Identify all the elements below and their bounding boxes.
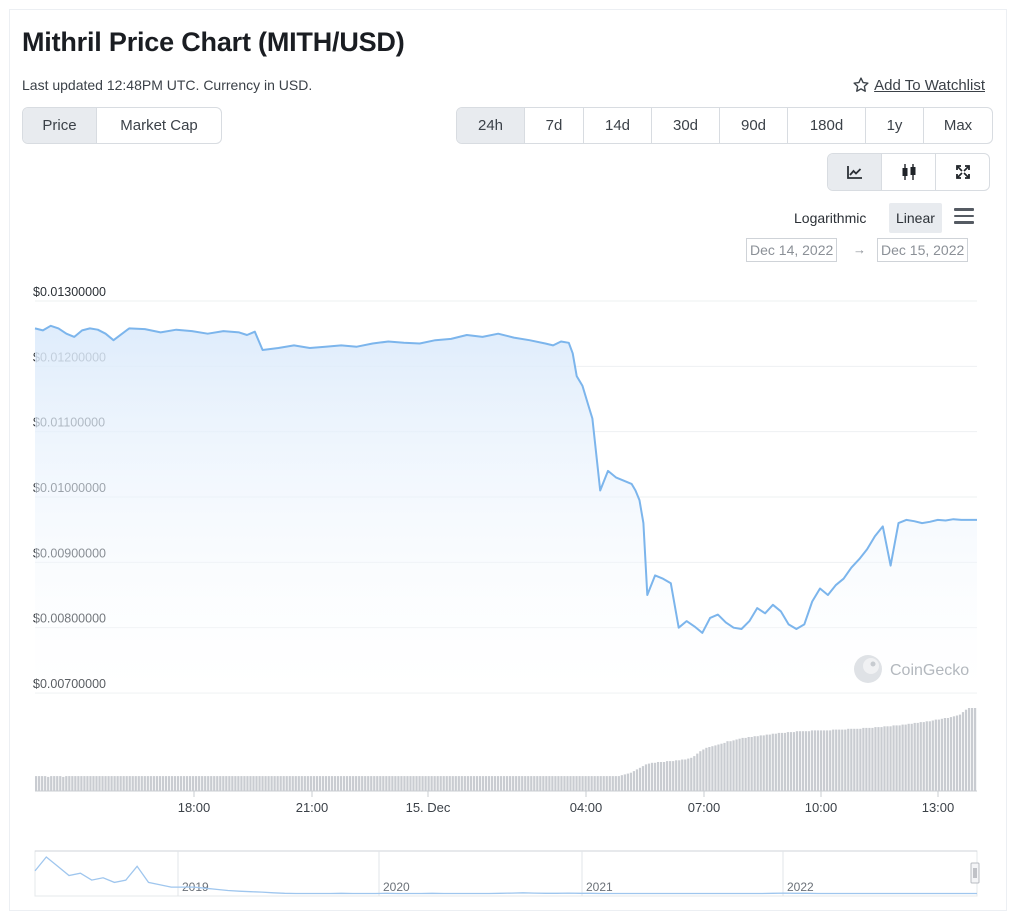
date-from-input[interactable]: Dec 14, 2022 xyxy=(746,238,838,262)
logarithmic-scale-button[interactable]: Logarithmic xyxy=(794,210,867,226)
date-to-input[interactable]: Dec 15, 2022 xyxy=(877,238,969,262)
range-180d-button[interactable]: 180d xyxy=(788,108,866,143)
chart-card xyxy=(9,9,1007,911)
tab-price[interactable]: Price xyxy=(23,108,97,143)
hamburger-menu-icon[interactable] xyxy=(954,208,974,224)
range-90d-button[interactable]: 90d xyxy=(720,108,788,143)
range-1y-button[interactable]: 1y xyxy=(866,108,924,143)
add-to-watchlist-link[interactable]: Add To Watchlist xyxy=(852,76,985,94)
star-icon xyxy=(853,77,869,92)
chart-mode-selector xyxy=(827,153,990,191)
candlestick-icon xyxy=(902,164,915,180)
tab-market-cap[interactable]: Market Cap xyxy=(120,117,198,134)
fullscreen-icon xyxy=(955,165,970,179)
time-range-selector: 24h 7d 14d 30d 90d 180d 1y Max xyxy=(456,107,993,144)
linear-scale-button[interactable]: Linear xyxy=(889,203,942,233)
range-14d-button[interactable]: 14d xyxy=(584,108,652,143)
range-30d-button[interactable]: 30d xyxy=(652,108,720,143)
watchlist-label: Add To Watchlist xyxy=(874,76,985,94)
range-24h-button[interactable]: 24h xyxy=(457,108,525,143)
fullscreen-button[interactable] xyxy=(936,154,989,190)
price-marketcap-toggle: Price Market Cap xyxy=(22,107,222,144)
date-range-arrow: → xyxy=(853,242,866,257)
line-chart-icon xyxy=(846,166,862,179)
page-title: Mithril Price Chart (MITH/USD) xyxy=(22,27,405,57)
line-chart-button[interactable] xyxy=(828,154,882,190)
range-7d-button[interactable]: 7d xyxy=(525,108,584,143)
range-max-button[interactable]: Max xyxy=(943,117,973,134)
candlestick-button[interactable] xyxy=(882,154,936,190)
last-updated-text: Last updated 12:48PM UTC. Currency in US… xyxy=(22,77,313,93)
